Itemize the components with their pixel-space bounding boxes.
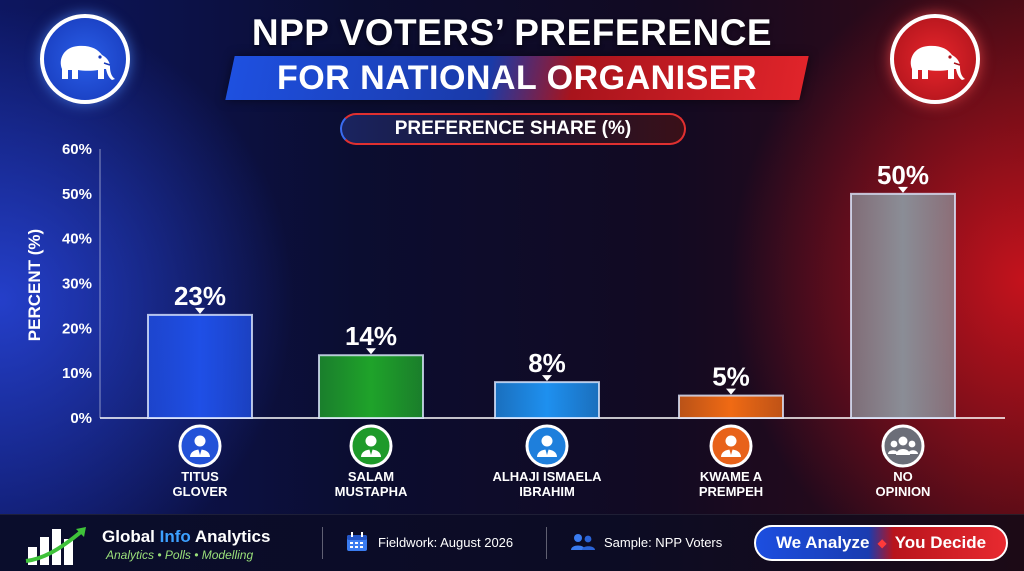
y-tick-label: 50% [62,186,92,203]
y-axis-label: PERCENT (%) [25,229,44,341]
calendar-icon [347,532,367,551]
sample-text: Sample: NPP Voters [604,535,723,550]
y-tick-label: 60% [62,141,92,158]
data-label: 50% [877,160,929,190]
bar-chart: PERCENT (%) 0% 10% 20% 30% 40% 50% 60% 23% 14% 8… [25,141,1005,499]
person-icon [709,424,753,468]
category-label: TITUS [181,469,219,484]
category-label: GLOVER [173,484,229,499]
brand-tagline: Analytics • Polls • Modelling [106,548,254,562]
label-pointer [726,388,736,395]
fieldwork-text: Fieldwork: August 2026 [378,535,514,550]
label-pointer [195,307,205,314]
y-tick-label: 30% [62,276,92,293]
title-line-1: NPP VOTERS’ PREFERENCE [251,12,773,53]
bar [318,354,424,420]
bar [678,394,784,420]
slogan-left: We Analyze [775,533,870,552]
group-icon [881,424,925,468]
data-label: 23% [174,281,226,311]
party-logo-right [890,14,980,104]
data-label: 5% [712,362,750,392]
category-label: NO [893,469,913,484]
category-label: KWAME A [700,469,763,484]
party-logo-left [40,14,130,104]
y-tick-label: 10% [62,365,92,382]
label-pointer [542,375,552,382]
diamond-icon: ◆ [877,536,887,550]
person-icon [349,424,393,468]
data-label: 14% [345,321,397,351]
slogan-right: You Decide [894,533,987,552]
data-label: 8% [528,348,566,378]
brand-name: Global Info Analytics [102,527,271,546]
category-label: ALHAJI ISMAELA [492,469,602,484]
footer-divider [322,527,323,559]
bar [494,381,600,419]
person-icon [525,424,569,468]
elephant-icon [910,45,965,80]
footer: Global Info Analytics Analytics • Polls … [0,514,1024,571]
users-icon [571,534,595,550]
category-label: MUSTAPHA [335,484,408,499]
chart-subtitle: PREFERENCE SHARE (%) [340,113,686,145]
slogan-badge: We Analyze ◆ You Decide [754,525,1008,561]
category-label: OPINION [876,484,931,499]
analytics-logo-icon [25,527,86,565]
y-tick-label: 40% [62,231,92,248]
y-tick-label: 20% [62,320,92,337]
category-label: IBRAHIM [519,484,575,499]
person-icon [178,424,222,468]
title-line-2: FOR NATIONAL ORGANISER [276,59,758,97]
label-pointer [898,186,908,193]
y-tick-label: 0% [70,410,92,427]
footer-divider [546,527,547,559]
elephant-icon [60,45,115,80]
bar [850,192,956,419]
category-label: SALAM [348,469,394,484]
category-label: PREMPEH [699,484,763,499]
label-pointer [366,348,376,355]
bar [147,313,253,419]
